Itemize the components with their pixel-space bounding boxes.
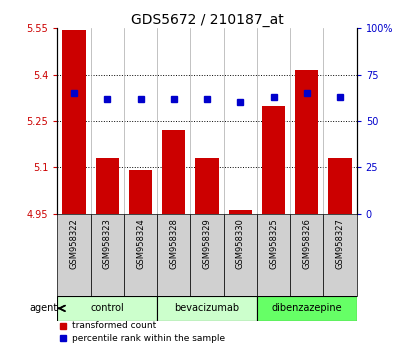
Bar [228, 210, 251, 214]
Bar [190, 214, 223, 296]
Text: dibenzazepine: dibenzazepine [271, 303, 341, 313]
Bar [294, 70, 318, 214]
Text: GSM958328: GSM958328 [169, 218, 178, 269]
Bar [290, 214, 323, 296]
Text: transformed count: transformed count [72, 321, 156, 330]
Text: GSM958323: GSM958323 [103, 218, 112, 269]
Text: GSM958330: GSM958330 [235, 218, 244, 269]
Text: agent: agent [29, 303, 58, 313]
Text: GSM958322: GSM958322 [70, 218, 79, 269]
Bar [95, 158, 119, 214]
Text: GSM958324: GSM958324 [136, 218, 145, 269]
Bar [195, 158, 218, 214]
Title: GDS5672 / 210187_at: GDS5672 / 210187_at [130, 13, 283, 27]
Bar [57, 214, 90, 296]
Text: GSM958325: GSM958325 [268, 218, 277, 269]
Bar [323, 214, 356, 296]
Bar [223, 214, 256, 296]
Bar [328, 158, 351, 214]
Bar [157, 214, 190, 296]
Bar [157, 296, 256, 321]
Text: GSM958327: GSM958327 [335, 218, 344, 269]
Text: control: control [90, 303, 124, 313]
Bar [90, 214, 124, 296]
Bar [256, 296, 356, 321]
Bar [124, 214, 157, 296]
Text: bevacizumab: bevacizumab [174, 303, 239, 313]
Bar [162, 130, 185, 214]
Bar [62, 30, 85, 214]
Bar [57, 296, 157, 321]
Text: percentile rank within the sample: percentile rank within the sample [72, 334, 225, 343]
Bar [128, 170, 152, 214]
Text: GSM958329: GSM958329 [202, 218, 211, 269]
Text: GSM958326: GSM958326 [301, 218, 310, 269]
Bar [256, 214, 290, 296]
Bar [261, 105, 285, 214]
